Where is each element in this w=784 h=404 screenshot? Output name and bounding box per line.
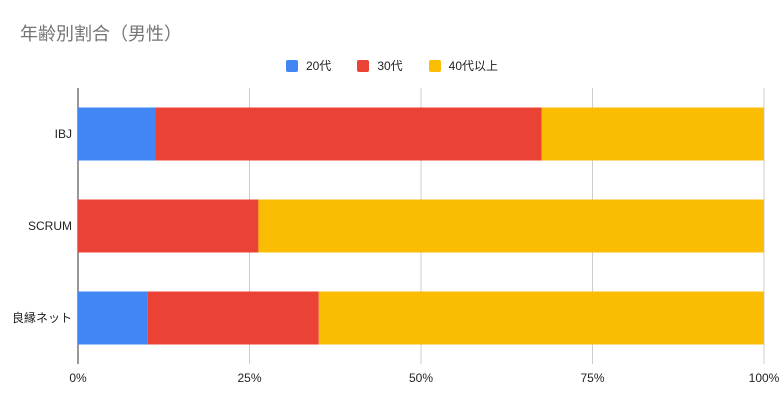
legend-item-30s[interactable]: 30代 <box>357 57 403 74</box>
bar-segment <box>147 291 319 345</box>
bar-segment <box>318 291 764 345</box>
chart-title: 年齢別割合（男性） <box>20 24 182 45</box>
legend-label-20s: 20代 <box>305 59 332 73</box>
x-tick-label: 100% <box>749 371 780 385</box>
legend-item-20s[interactable]: 20代 <box>285 57 332 74</box>
category-label: IBJ <box>55 127 72 141</box>
x-tick-label: 50% <box>409 371 433 385</box>
bar-segment <box>78 199 259 253</box>
x-tick-label: 0% <box>69 371 87 385</box>
legend-label-40s-plus: 40代以上 <box>448 59 499 73</box>
legend: 20代 30代 40代以上 <box>0 57 784 74</box>
x-tick-label: 25% <box>237 371 261 385</box>
bar-segment <box>155 107 542 161</box>
legend-label-30s: 30代 <box>377 59 403 73</box>
bar-segment <box>78 291 148 345</box>
legend-swatch-40s-plus <box>428 59 441 72</box>
bar-segment <box>541 107 764 161</box>
x-tick-label: 75% <box>580 371 604 385</box>
legend-swatch-20s <box>285 59 298 72</box>
category-label: 良縁ネット <box>12 310 72 325</box>
bar-segment <box>258 199 764 253</box>
legend-item-40s-plus[interactable]: 40代以上 <box>428 57 499 74</box>
legend-swatch-30s <box>357 59 370 72</box>
category-label: SCRUM <box>28 219 72 233</box>
bar-segment <box>78 107 156 161</box>
